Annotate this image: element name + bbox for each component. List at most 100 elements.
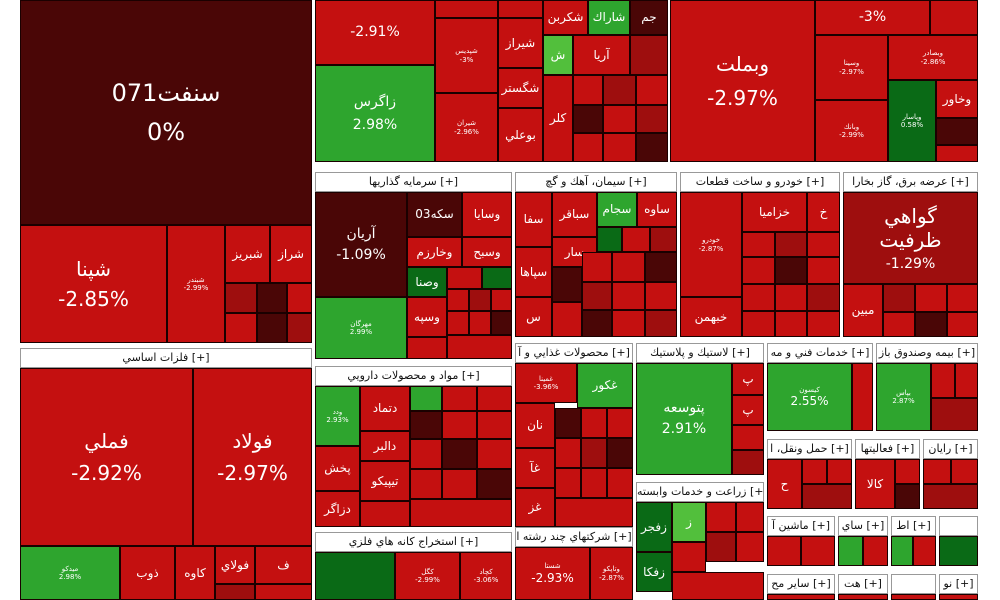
sector-header-food[interactable]: محصولات غذايي و آ [+] xyxy=(515,343,633,363)
tile-small[interactable] xyxy=(581,468,607,498)
tile-small[interactable] xyxy=(447,335,512,359)
tile-small[interactable] xyxy=(447,267,482,289)
tile-small[interactable] xyxy=(672,542,706,572)
tile-small[interactable] xyxy=(603,133,636,162)
tile-tipico[interactable]: تيپيكو xyxy=(360,461,410,501)
tile-small[interactable] xyxy=(706,502,736,532)
tile-vasna[interactable]: وصنا xyxy=(407,267,447,297)
tile-small[interactable] xyxy=(555,438,581,468)
tile-vasina[interactable]: وسينا -2.97% xyxy=(815,35,888,100)
tile-naan[interactable]: نان xyxy=(515,403,555,448)
tile-kisun[interactable]: كيسون 2.55% xyxy=(767,363,852,431)
tile-fulay[interactable]: فولاي xyxy=(215,546,255,584)
tile-shebriz[interactable]: شبريز xyxy=(225,225,270,283)
tile-zfka[interactable]: زفكا xyxy=(636,552,672,592)
tile-small[interactable] xyxy=(742,284,775,311)
tile-small[interactable] xyxy=(555,498,633,527)
tile-sanfat[interactable]: سنفت071 0% xyxy=(20,0,312,225)
tile-vtapko[interactable]: وتاپكو -2.87% xyxy=(590,547,633,600)
tile-small[interactable] xyxy=(645,310,677,337)
tile-sekke[interactable]: سكه03 xyxy=(407,192,462,237)
tile-pakhsh[interactable]: پخش xyxy=(315,446,360,491)
tile-ghmina[interactable]: غمينا -3.96% xyxy=(515,363,577,403)
sector-header-insurance[interactable]: بيمه وصندوق باز [+] xyxy=(876,343,978,363)
tile-f[interactable]: ف xyxy=(255,546,312,584)
tile-shebandar[interactable]: شبندر -2.99% xyxy=(167,225,225,343)
tile-zfajr[interactable]: زفجر xyxy=(636,502,672,552)
sector-header-metals[interactable]: فلزات اساسي [+] xyxy=(20,348,312,368)
tile-khodro[interactable]: خودرو -2.87% xyxy=(680,192,742,297)
sector-header-misc1[interactable]: ساي [+] xyxy=(838,516,888,536)
sector-header-transport[interactable]: حمل ونقل، ا [+] xyxy=(767,439,852,459)
tile-buali[interactable]: بوعلي xyxy=(498,108,543,162)
tile-midko[interactable]: ميدكو 2.98% xyxy=(20,546,120,600)
tile-small[interactable] xyxy=(573,105,603,133)
tile-small[interactable] xyxy=(939,536,978,566)
tile-vasape[interactable]: وسپه xyxy=(407,297,447,337)
tile-small[interactable] xyxy=(636,75,668,105)
tile-kh[interactable]: خ xyxy=(807,192,840,232)
tile-small[interactable] xyxy=(895,459,920,484)
tile-small[interactable] xyxy=(582,282,612,310)
tile-shasta[interactable]: شستا -2.93% xyxy=(515,547,590,600)
tile-small[interactable] xyxy=(447,311,469,335)
tile-small[interactable] xyxy=(215,584,255,600)
tile-small[interactable] xyxy=(442,439,477,469)
tile-dalber[interactable]: دالبر xyxy=(360,431,410,461)
tile-small[interactable] xyxy=(838,594,888,600)
tile-small[interactable] xyxy=(915,312,947,337)
tile-small[interactable] xyxy=(732,450,764,475)
tile-small[interactable] xyxy=(775,257,807,284)
tile-small[interactable] xyxy=(931,398,978,431)
tile-small[interactable] xyxy=(257,283,287,313)
tile-arian[interactable]: آريان -1.09% xyxy=(315,192,407,297)
tile-small[interactable] xyxy=(895,484,920,509)
tile-small[interactable] xyxy=(607,408,633,438)
tile-small[interactable] xyxy=(645,282,677,310)
tile-shiran[interactable]: شيران -2.96% xyxy=(435,93,498,162)
tile-small[interactable] xyxy=(582,310,612,337)
tile-bipas[interactable]: بپاس 2.87% xyxy=(876,363,931,431)
tile-saveh[interactable]: ساوه xyxy=(637,192,677,227)
tile-small[interactable] xyxy=(732,425,764,450)
tile-small[interactable] xyxy=(477,386,512,411)
tile-ghz[interactable]: غز xyxy=(515,488,555,527)
tile-h[interactable]: ح xyxy=(767,459,802,509)
tile-small[interactable] xyxy=(775,232,807,257)
tile-chem-top[interactable]: -2.91% xyxy=(315,0,435,65)
tile-small[interactable] xyxy=(255,584,312,600)
tile-small[interactable] xyxy=(807,257,840,284)
sector-header-utilities[interactable]: عرضه برق، گاز بخارا [+] xyxy=(843,172,978,192)
tile-small[interactable] xyxy=(706,532,736,562)
tile-kave[interactable]: كاوه xyxy=(175,546,215,600)
tile-small[interactable] xyxy=(936,145,978,162)
tile-small[interactable] xyxy=(410,411,442,439)
tile-sharak[interactable]: شاراك xyxy=(588,0,630,35)
tile-small[interactable] xyxy=(802,459,827,484)
tile-small[interactable] xyxy=(469,289,491,311)
tile-small[interactable] xyxy=(482,267,512,289)
tile-kala[interactable]: كالا xyxy=(855,459,895,509)
tile-shegostar[interactable]: شگستر xyxy=(498,68,543,108)
tile-small[interactable] xyxy=(742,232,775,257)
tile-small[interactable] xyxy=(287,313,312,343)
tile-small[interactable] xyxy=(477,411,512,439)
tile-small[interactable] xyxy=(636,133,668,162)
sector-header-misc2[interactable]: اط [+] xyxy=(891,516,936,536)
tile-small[interactable] xyxy=(650,227,677,252)
tile-small[interactable] xyxy=(603,105,636,133)
tile-small[interactable] xyxy=(915,284,947,312)
tile-bank-top[interactable]: -3% xyxy=(815,0,930,35)
tile-small[interactable] xyxy=(435,0,498,18)
tile-vdd[interactable]: ودد 2.93% xyxy=(315,386,360,446)
tile-vakharazm[interactable]: وخارزم xyxy=(407,237,462,267)
tile-small[interactable] xyxy=(645,252,677,282)
tile-small[interactable] xyxy=(498,0,543,18)
tile-small[interactable] xyxy=(863,536,888,566)
tile-small[interactable] xyxy=(947,284,978,312)
tile-gavahi[interactable]: گواهي ظرفيت -1.29% xyxy=(843,192,978,284)
tile-khebahman[interactable]: خبهمن xyxy=(680,297,742,337)
sector-header-misc5[interactable]: نو [+] xyxy=(939,574,978,594)
tile-small[interactable] xyxy=(923,484,978,509)
tile-kchad[interactable]: كچاد -3.06% xyxy=(460,552,512,600)
